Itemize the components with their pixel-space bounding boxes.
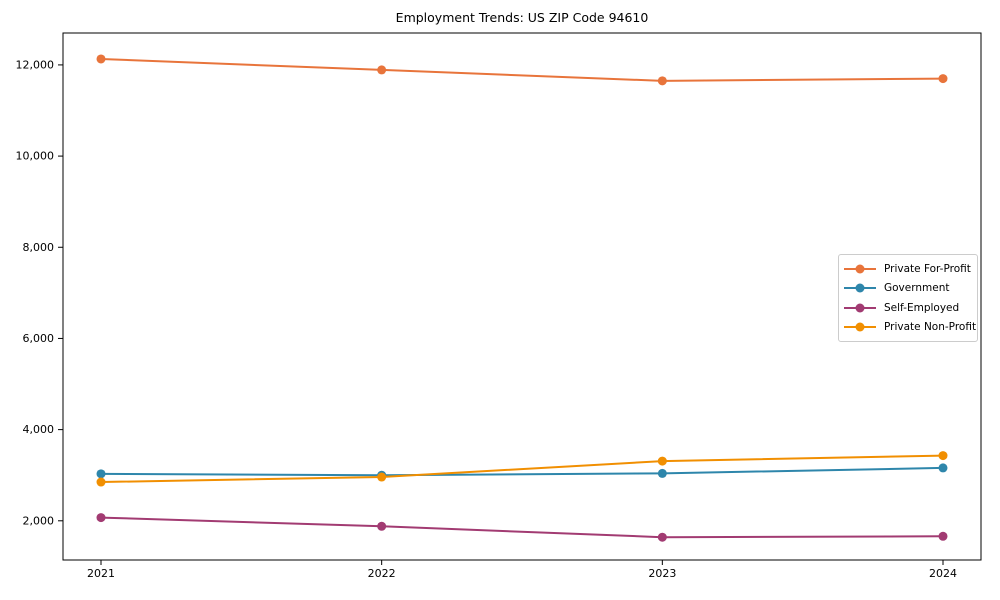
data-point-marker [657,76,667,86]
legend: Private For-Profit Government Self-Employe… [838,254,978,342]
legend-entry: Private Non-Profit [843,318,976,338]
series-line-self-employed [100,516,944,539]
data-point-marker [96,513,106,523]
legend-label: Private For-Profit [884,262,971,275]
data-point-marker [377,521,387,531]
data-point-marker [657,456,667,466]
data-point-marker [938,463,948,473]
series-line-private-for-profit [100,57,944,82]
x-axis-tick-label: 2024 [929,567,957,580]
data-point-marker [96,477,106,487]
legend-label: Self-Employed [884,301,960,314]
plot-border [62,32,982,561]
legend-entry: Self-Employed [843,298,971,318]
series-line-government [100,466,944,477]
data-point-marker [377,65,387,75]
legend-line-marker-icon [844,283,876,293]
series-line-private-non-profit [100,454,944,484]
data-point-marker [938,74,948,84]
chart-title: Employment Trends: US ZIP Code 94610 [395,10,649,25]
data-point-marker [938,451,948,461]
y-axis-tick-label: 12,000 [16,58,55,71]
y-axis-tick-label: 4,000 [23,423,55,436]
legend-entry: Government [843,279,971,299]
legend-label: Private Non-Profit [884,321,977,333]
y-axis-tick-label: 10,000 [16,150,55,163]
x-axis-tick-label: 2023 [648,567,676,580]
x-axis-tick-label: 2021 [87,567,115,580]
legend-line-marker-icon [844,264,876,274]
data-point-marker [657,532,667,542]
x-axis-tick-label: 2022 [368,567,396,580]
data-point-marker [938,531,948,541]
legend-line-marker-icon [844,322,876,332]
legend-entry: Private For-Profit [843,259,971,279]
y-axis-tick-label: 2,000 [23,514,55,527]
y-axis-tick-label: 8,000 [23,241,55,254]
data-point-marker [96,469,106,479]
legend-line-marker-icon [844,303,876,313]
data-point-marker [657,468,667,478]
data-point-marker [377,472,387,482]
data-point-marker [96,54,106,64]
legend-label: Government [884,282,950,294]
y-axis-tick-label: 6,000 [23,332,55,345]
